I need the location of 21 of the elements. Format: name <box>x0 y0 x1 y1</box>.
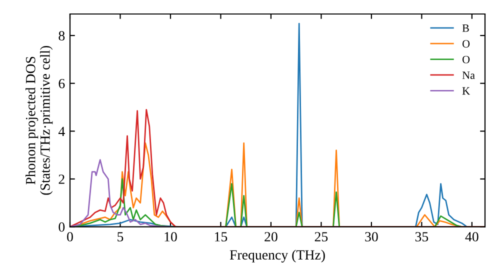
x-tick-label: 10 <box>164 232 177 242</box>
y-tick-label: 4 <box>58 126 65 136</box>
x-tick-label: 5 <box>118 232 124 242</box>
x-tick-label: 15 <box>215 232 228 242</box>
x-tick-label: 25 <box>314 232 328 242</box>
y-tick-label: 0 <box>58 222 65 232</box>
legend-label: O <box>462 56 470 64</box>
x-tick-label: 30 <box>365 232 378 242</box>
x-tick-label: 40 <box>465 232 478 242</box>
y-axis-title: Phonon projected DOS (States/THz·primitive cell) <box>26 46 53 195</box>
x-tick-label: 35 <box>415 232 428 242</box>
legend-label: Na <box>462 72 475 79</box>
x-tick-label: 20 <box>264 232 278 242</box>
legend-label: K <box>462 87 470 95</box>
legend-label: B <box>462 24 469 32</box>
x-tick-label: 0 <box>67 232 73 242</box>
x-axis-title: Frequency (THz) <box>230 250 325 262</box>
y-tick-label: 2 <box>58 174 64 184</box>
y-tick-label: 6 <box>58 78 65 88</box>
y-tick-label: 8 <box>58 31 65 40</box>
legend-label: O <box>462 40 470 48</box>
